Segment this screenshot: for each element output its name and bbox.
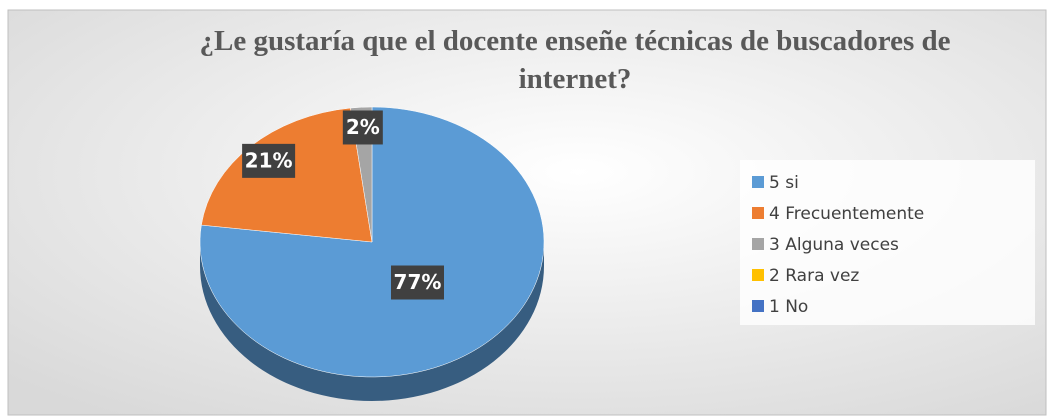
data-label-box [342,110,383,145]
legend-label: 2 Rara vez [769,266,859,286]
legend-swatch [752,238,764,250]
pie-side [200,242,544,401]
data-label: 21% [245,148,293,172]
legend-box [740,160,1035,325]
legend-label: 3 Alguna veces [769,235,899,255]
chart-title: ¿Le gustaría que el docente enseñe técni… [199,25,951,95]
data-label: 2% [346,115,380,139]
data-label-box [242,143,296,178]
legend-label: 4 Frecuentemente [769,204,924,224]
legend-swatch [752,269,764,281]
legend-swatch [752,300,764,312]
data-label-box [390,265,444,300]
legend-label: 5 si [769,173,799,193]
legend-label: 1 No [769,297,808,317]
legend-swatch [752,176,764,188]
legend-swatch [752,207,764,219]
data-label: 77% [394,270,442,294]
